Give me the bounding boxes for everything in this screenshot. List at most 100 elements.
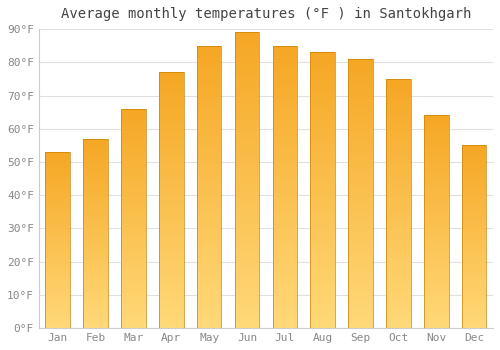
Bar	[84, 175, 108, 177]
Bar	[272, 88, 297, 91]
Bar	[84, 264, 108, 266]
Bar	[46, 261, 70, 263]
Bar	[424, 237, 448, 239]
Bar	[424, 232, 448, 234]
Bar	[197, 252, 222, 255]
Bar	[84, 303, 108, 306]
Bar	[272, 116, 297, 119]
Bar	[424, 239, 448, 241]
Bar	[234, 77, 260, 80]
Bar	[46, 245, 70, 247]
Bar	[46, 247, 70, 249]
Bar	[46, 323, 70, 325]
Bar	[348, 220, 373, 223]
Bar	[234, 213, 260, 216]
Bar	[272, 161, 297, 164]
Bar	[121, 133, 146, 135]
Bar	[121, 186, 146, 188]
Bar	[310, 237, 335, 240]
Bar	[424, 277, 448, 279]
Bar	[272, 147, 297, 150]
Bar	[272, 181, 297, 184]
Bar	[424, 222, 448, 224]
Bar	[234, 281, 260, 284]
Bar	[462, 277, 486, 279]
Bar	[159, 164, 184, 167]
Bar	[159, 308, 184, 310]
Bar	[197, 128, 222, 131]
Bar	[310, 58, 335, 61]
Bar	[348, 223, 373, 226]
Bar	[348, 277, 373, 280]
Bar	[310, 61, 335, 63]
Bar	[424, 284, 448, 286]
Bar	[310, 152, 335, 154]
Bar	[159, 300, 184, 303]
Bar	[310, 190, 335, 193]
Bar	[121, 232, 146, 234]
Bar	[121, 240, 146, 243]
Bar	[234, 192, 260, 195]
Bar	[348, 118, 373, 121]
Bar	[310, 52, 335, 55]
Bar	[234, 272, 260, 275]
Bar	[84, 215, 108, 216]
Bar	[121, 153, 146, 155]
Bar	[310, 144, 335, 146]
Bar	[234, 216, 260, 219]
Bar	[121, 308, 146, 311]
Bar	[386, 246, 410, 248]
Bar	[348, 80, 373, 83]
Bar	[310, 166, 335, 168]
Bar	[46, 275, 70, 277]
Bar	[310, 168, 335, 171]
Bar	[121, 302, 146, 304]
Bar	[84, 287, 108, 288]
Bar	[121, 212, 146, 214]
Bar	[234, 89, 260, 92]
Bar	[197, 266, 222, 269]
Bar	[46, 205, 70, 206]
Bar	[348, 78, 373, 80]
Bar	[197, 198, 222, 201]
Bar	[462, 324, 486, 326]
Bar	[348, 183, 373, 186]
Bar	[46, 230, 70, 231]
Bar	[159, 118, 184, 121]
Bar	[310, 201, 335, 204]
Bar	[424, 234, 448, 237]
Bar	[424, 250, 448, 252]
Bar	[272, 289, 297, 292]
Bar	[197, 88, 222, 91]
Bar	[197, 232, 222, 235]
Bar	[272, 240, 297, 244]
Bar	[272, 280, 297, 283]
Bar	[46, 312, 70, 314]
Bar	[462, 292, 486, 293]
Bar	[424, 181, 448, 183]
Bar	[234, 245, 260, 248]
Bar	[272, 164, 297, 167]
Bar	[348, 247, 373, 250]
Bar	[462, 197, 486, 198]
Bar	[462, 151, 486, 153]
Bar	[272, 94, 297, 97]
Bar	[84, 230, 108, 232]
Bar	[462, 195, 486, 197]
Bar	[197, 255, 222, 258]
Bar	[348, 245, 373, 247]
Bar	[462, 224, 486, 226]
Bar	[348, 234, 373, 237]
Bar	[272, 226, 297, 229]
Bar	[348, 309, 373, 312]
Bar	[424, 226, 448, 228]
Bar	[272, 320, 297, 323]
Bar	[462, 253, 486, 255]
Bar	[348, 196, 373, 199]
Bar	[159, 182, 184, 185]
Bar	[310, 287, 335, 289]
Bar	[234, 47, 260, 50]
Bar	[310, 176, 335, 179]
Bar	[46, 201, 70, 203]
Bar	[348, 134, 373, 137]
